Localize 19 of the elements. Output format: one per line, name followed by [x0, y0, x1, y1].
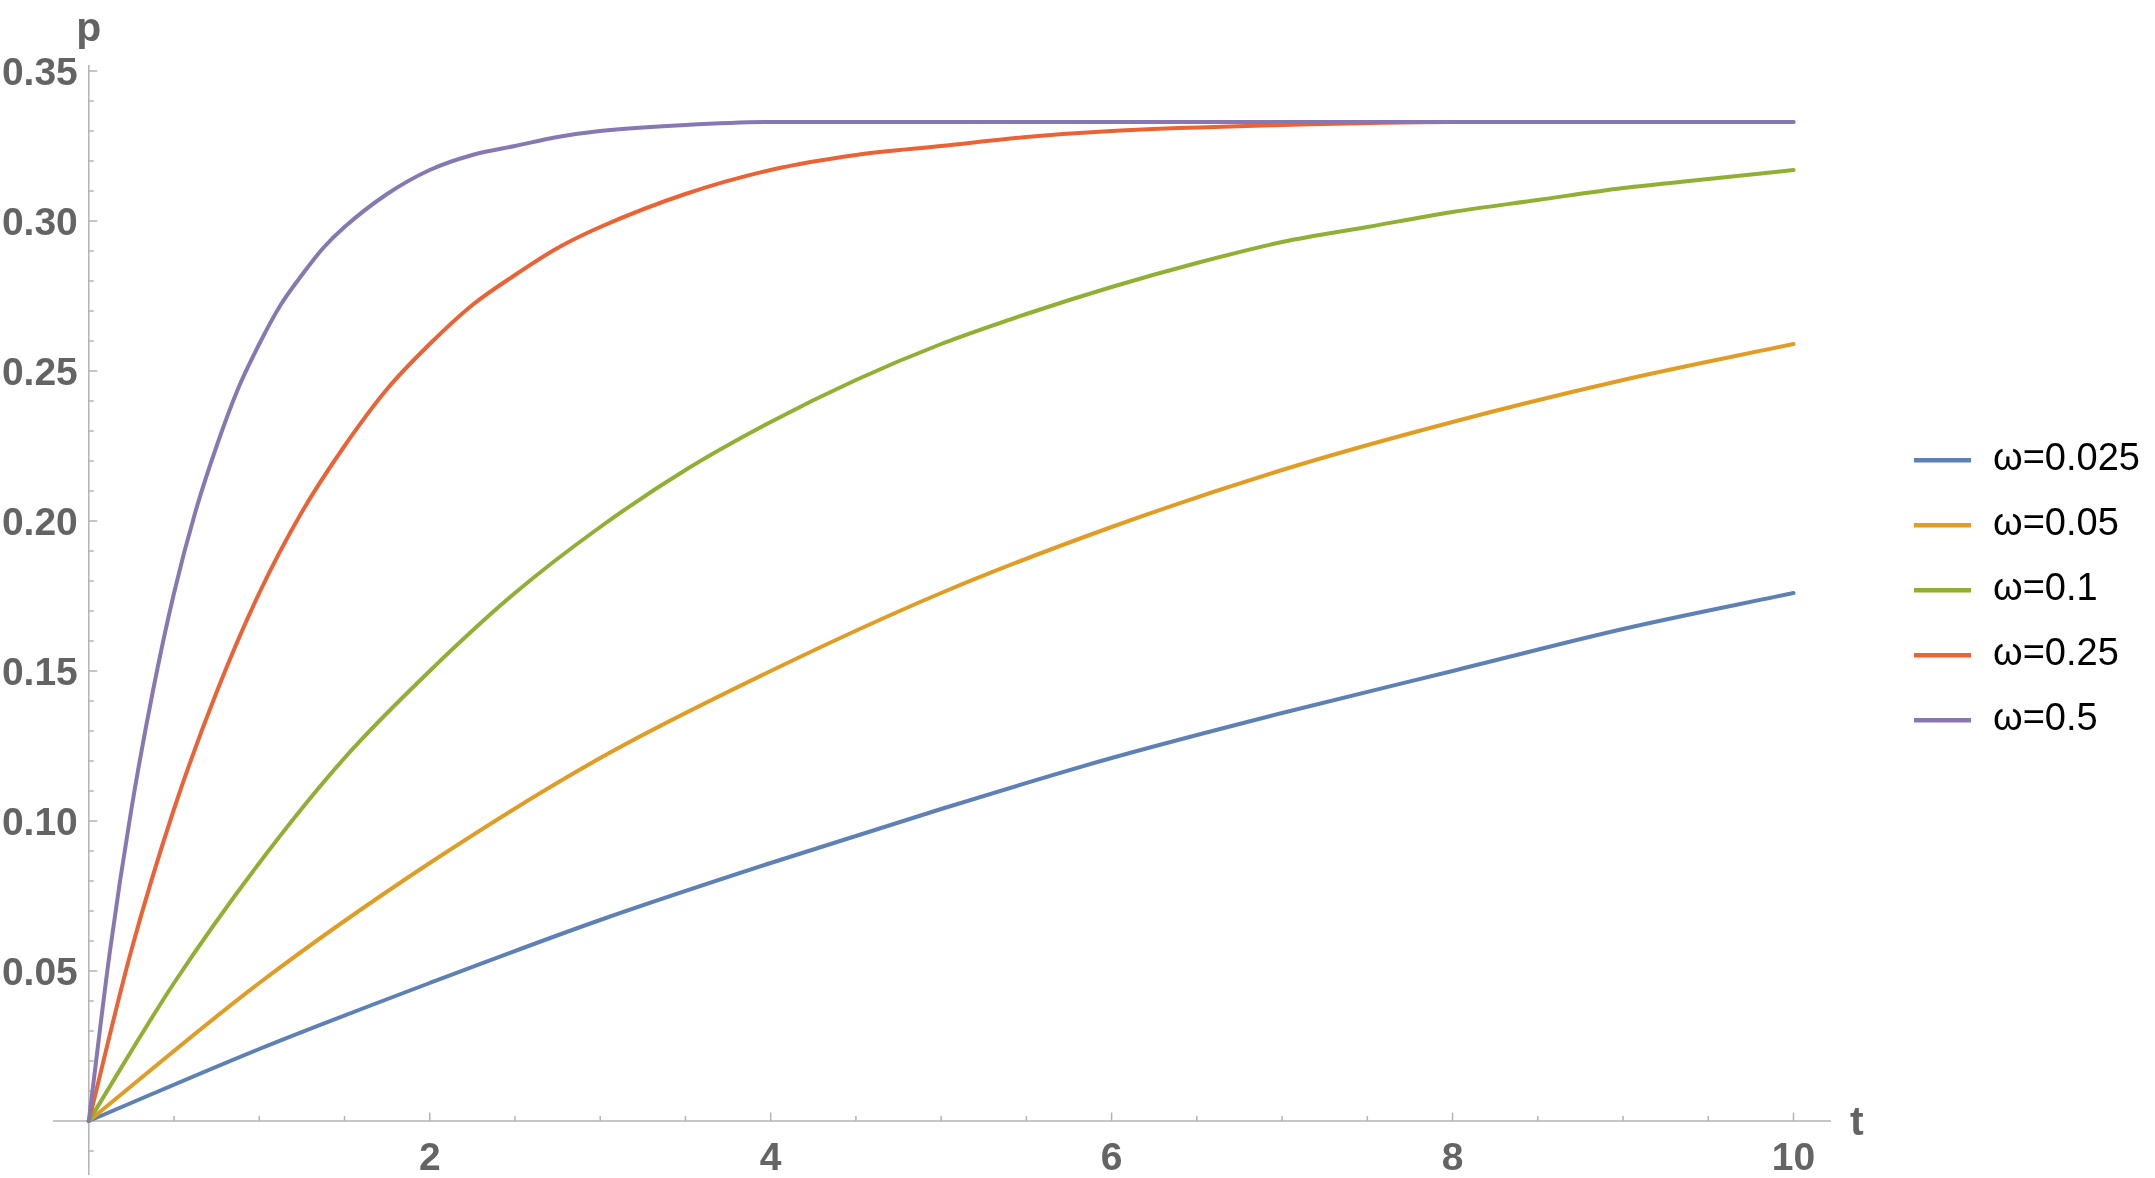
- legend-label: ω=0.025: [1993, 436, 2140, 479]
- y-tick-label: 0.15: [1, 650, 78, 693]
- y-tick-label: 0.25: [1, 350, 78, 393]
- x-axis-title: t: [1850, 1098, 1864, 1144]
- y-tick-label: 0.10: [1, 800, 78, 843]
- y-axis-title: p: [76, 4, 102, 50]
- legend-label: ω=0.5: [1993, 696, 2098, 739]
- x-tick-label: 8: [1441, 1135, 1464, 1178]
- legend-label: ω=0.1: [1993, 566, 2098, 609]
- y-tick-label: 0.30: [1, 200, 78, 243]
- legend-label: ω=0.05: [1993, 501, 2119, 544]
- y-tick-label: 0.05: [1, 950, 78, 993]
- y-tick-label: 0.20: [1, 500, 78, 543]
- x-tick-label: 6: [1100, 1135, 1123, 1178]
- y-tick-label: 0.35: [1, 50, 78, 93]
- x-tick-label: 10: [1771, 1135, 1816, 1178]
- x-tick-label: 2: [418, 1135, 441, 1178]
- x-tick-label: 4: [759, 1135, 782, 1178]
- legend-label: ω=0.25: [1993, 631, 2119, 674]
